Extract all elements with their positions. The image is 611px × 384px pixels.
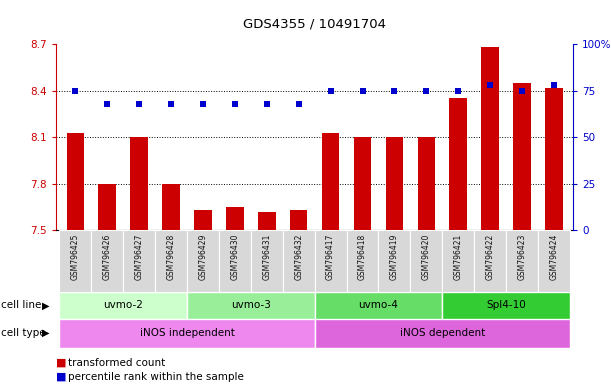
Bar: [251, 230, 283, 292]
Text: ■: ■: [56, 358, 67, 368]
Bar: [538, 230, 570, 292]
Text: iNOS dependent: iNOS dependent: [400, 328, 485, 338]
Bar: [442, 230, 474, 292]
Text: cell type: cell type: [1, 328, 46, 338]
Point: [70, 88, 80, 94]
Point: [517, 88, 527, 94]
Point: [549, 82, 559, 88]
Point: [166, 101, 176, 107]
Bar: [545, 88, 563, 230]
Bar: [386, 137, 403, 230]
Text: GDS4355 / 10491704: GDS4355 / 10491704: [243, 17, 386, 30]
Bar: [450, 98, 467, 230]
Bar: [290, 210, 307, 230]
Bar: [322, 132, 339, 230]
Bar: [378, 230, 411, 292]
Text: uvmo-2: uvmo-2: [103, 300, 143, 310]
Bar: [315, 292, 442, 319]
Bar: [67, 132, 84, 230]
Bar: [219, 230, 251, 292]
Text: GSM796421: GSM796421: [454, 233, 463, 280]
Point: [485, 82, 495, 88]
Text: GSM796429: GSM796429: [199, 233, 208, 280]
Point: [134, 101, 144, 107]
Bar: [411, 230, 442, 292]
Text: uvmo-4: uvmo-4: [359, 300, 398, 310]
Text: GSM796423: GSM796423: [518, 233, 527, 280]
Bar: [354, 137, 371, 230]
Bar: [130, 137, 148, 230]
Text: iNOS independent: iNOS independent: [139, 328, 235, 338]
Point: [294, 101, 304, 107]
Text: uvmo-3: uvmo-3: [231, 300, 271, 310]
Point: [326, 88, 335, 94]
Bar: [417, 137, 435, 230]
Bar: [163, 184, 180, 230]
Text: GSM796417: GSM796417: [326, 233, 335, 280]
Bar: [283, 230, 315, 292]
Bar: [258, 212, 276, 230]
Text: ▶: ▶: [42, 328, 49, 338]
Text: transformed count: transformed count: [68, 358, 166, 368]
Text: GSM796425: GSM796425: [71, 233, 80, 280]
Point: [262, 101, 272, 107]
Bar: [315, 319, 570, 348]
Text: GSM796431: GSM796431: [262, 233, 271, 280]
Bar: [187, 230, 219, 292]
Bar: [123, 230, 155, 292]
Point: [422, 88, 431, 94]
Text: GSM796424: GSM796424: [549, 233, 558, 280]
Text: percentile rank within the sample: percentile rank within the sample: [68, 372, 244, 382]
Text: GSM796428: GSM796428: [167, 233, 175, 280]
Text: ■: ■: [56, 372, 67, 382]
Point: [453, 88, 463, 94]
Point: [357, 88, 367, 94]
Text: cell line: cell line: [1, 300, 42, 310]
Point: [198, 101, 208, 107]
Bar: [59, 230, 91, 292]
Bar: [98, 184, 116, 230]
Point: [103, 101, 112, 107]
Bar: [474, 230, 506, 292]
Text: GSM796426: GSM796426: [103, 233, 112, 280]
Bar: [59, 292, 187, 319]
Bar: [442, 292, 570, 319]
Text: GSM796430: GSM796430: [230, 233, 240, 280]
Text: GSM796418: GSM796418: [358, 233, 367, 280]
Bar: [346, 230, 378, 292]
Text: GSM796432: GSM796432: [295, 233, 303, 280]
Bar: [194, 210, 212, 230]
Text: GSM796422: GSM796422: [486, 233, 495, 280]
Text: Spl4-10: Spl4-10: [486, 300, 526, 310]
Bar: [506, 230, 538, 292]
Bar: [155, 230, 187, 292]
Text: GSM796427: GSM796427: [134, 233, 144, 280]
Bar: [91, 230, 123, 292]
Text: GSM796420: GSM796420: [422, 233, 431, 280]
Point: [390, 88, 400, 94]
Bar: [315, 230, 346, 292]
Point: [230, 101, 240, 107]
Bar: [481, 47, 499, 230]
Bar: [226, 207, 244, 230]
Text: GSM796419: GSM796419: [390, 233, 399, 280]
Bar: [187, 292, 315, 319]
Text: ▶: ▶: [42, 300, 49, 310]
Bar: [513, 83, 531, 230]
Bar: [59, 319, 315, 348]
